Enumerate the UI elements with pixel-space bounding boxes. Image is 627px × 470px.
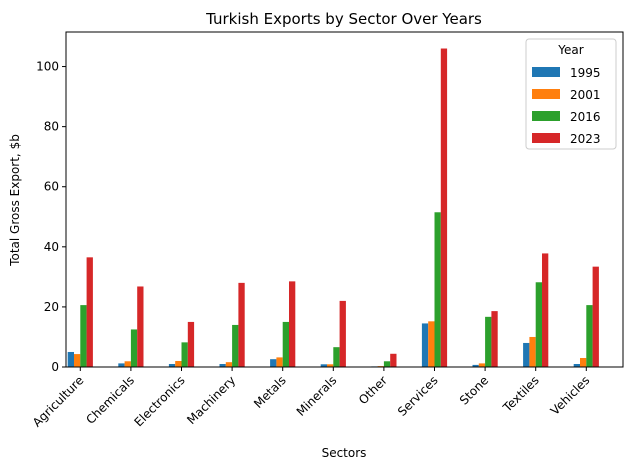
legend-label-1995: 1995 [570,66,601,80]
bar-2001-metals [276,357,283,367]
bar-1995-minerals [320,364,327,367]
bar-2016-metals [282,321,289,367]
bar-1995-vehicles [573,364,580,367]
x-tick-label: Electronics [131,373,187,429]
bar-2023-minerals [339,300,346,367]
bars-group [67,48,599,368]
x-tick-label: Minerals [294,373,340,419]
x-tick-label: Stone [457,373,491,407]
y-tick-label: 60 [44,180,59,194]
bar-2023-electronics [187,321,195,367]
bar-1995-chemicals [118,363,125,367]
x-tick-label: Metals [251,373,289,411]
y-tick-label: 80 [44,120,59,134]
legend-swatch-2016 [532,111,560,121]
y-axis-label: Total Gross Export, $b [8,134,22,267]
x-axis: AgricultureChemicalsElectronicsMachinery… [30,367,593,430]
bar-2016-electronics [181,342,188,367]
bar-2016-other [383,361,391,367]
bar-2023-agriculture [86,257,93,367]
legend-label-2016: 2016 [570,110,601,124]
bar-1995-metals [270,359,277,367]
bar-2016-vehicles [586,305,593,367]
chart-title: Turkish Exports by Sector Over Years [205,10,482,28]
bar-1995-agriculture [67,351,74,367]
bar-2016-stone [485,316,492,367]
bar-2023-chemicals [137,286,144,367]
bar-2023-textiles [542,253,549,367]
bar-2023-machinery [238,282,245,367]
bar-2016-machinery [232,324,239,367]
bar-1995-electronics [168,364,176,367]
bar-2001-textiles [529,336,536,367]
y-tick-label: 40 [44,240,59,254]
legend-label-2001: 2001 [570,88,601,102]
x-tick-label: Other [356,373,390,407]
legend-box [525,38,617,150]
x-tick-label: Vehicles [548,373,593,418]
bar-2001-electronics [175,360,182,367]
legend-swatch-2001 [532,89,560,99]
x-tick-label: Chemicals [83,373,137,427]
y-tick-label: 0 [51,360,59,374]
legend: Year 1995 2001 2016 2023 [525,38,617,150]
bar-2016-textiles [535,282,542,367]
legend-swatch-2023 [532,133,560,143]
y-tick-label: 100 [36,60,59,74]
x-tick-label: Textiles [500,373,542,415]
y-tick-label: 20 [44,300,59,314]
bar-2016-minerals [333,347,340,367]
legend-title: Year [557,43,583,57]
bar-2001-minerals [327,364,334,367]
bar-2001-vehicles [580,357,587,367]
bar-2001-services [428,321,435,367]
bar-1995-stone [472,364,479,367]
bar-2023-other [390,353,397,367]
bar-1995-textiles [523,342,530,367]
x-axis-label: Sectors [322,446,367,460]
bar-2023-vehicles [592,266,599,367]
bar-2001-stone [478,363,486,367]
y-axis: 0 20 40 60 80 100 [36,60,66,374]
bar-1995-machinery [219,364,226,367]
bar-2016-chemicals [130,329,138,367]
bar-2016-agriculture [80,305,87,367]
legend-label-2023: 2023 [570,132,601,146]
legend-swatch-1995 [532,67,560,77]
bar-1995-services [421,323,429,367]
x-tick-label: Agriculture [30,373,87,430]
x-tick-label: Services [395,373,441,419]
bar-2023-metals [289,281,296,367]
x-tick-label: Machinery [184,373,238,427]
bar-2023-services [440,48,448,368]
bar-2001-machinery [225,362,233,367]
plot-frame [65,31,624,368]
bar-2016-services [434,212,441,367]
bar-2001-chemicals [124,361,131,367]
bar-2001-agriculture [74,354,81,367]
bar-2023-stone [491,311,498,367]
